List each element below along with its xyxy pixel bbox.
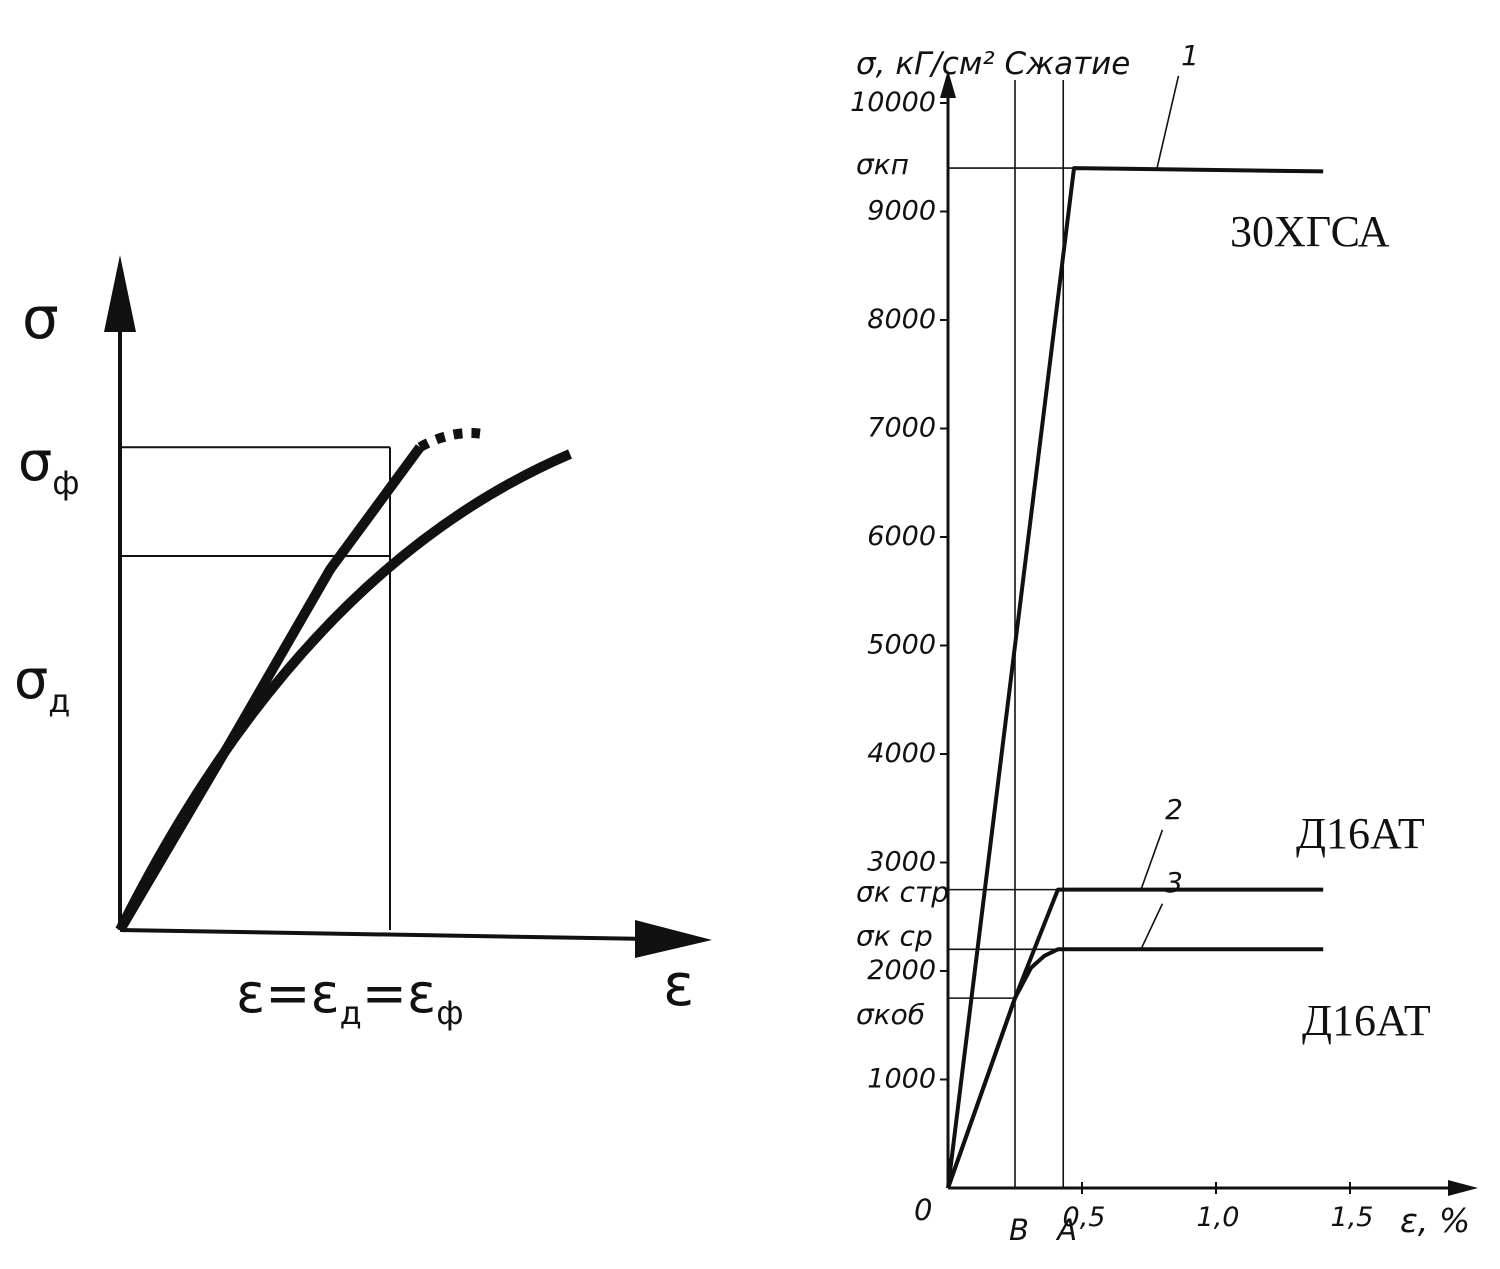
- material-label: 30ХГСА: [1230, 207, 1390, 256]
- callout-leader: [1140, 829, 1164, 890]
- sigma-f-label: σф: [18, 430, 80, 502]
- y-tick-label: 8000: [867, 304, 936, 335]
- left-x-axis: [119, 928, 651, 941]
- eq-1: =: [265, 962, 310, 1025]
- y-tick-label: 5000: [867, 630, 936, 661]
- marker-label: A: [1055, 1213, 1077, 1247]
- marker-label: B: [1009, 1213, 1029, 1247]
- right-y-axis-arrow: [940, 70, 956, 98]
- eq-2: =: [362, 962, 407, 1025]
- right-series-group: [946, 166, 1324, 1189]
- eps-d-main: ε: [310, 962, 339, 1025]
- eps-main: ε: [236, 962, 265, 1025]
- eps-f-main: ε: [407, 962, 436, 1025]
- x-tick-label: 1,0: [1197, 1202, 1240, 1233]
- compression-diagram: σ, кГ/см² Сжатие ε, % 0 1000 2000 3000 4000…: [850, 39, 1478, 1247]
- left-x-axis-arrow: [635, 920, 712, 958]
- left-y-axis-symbol: σ: [22, 284, 59, 352]
- callout-leader: [1140, 903, 1164, 950]
- sigma-d-sub: д: [48, 682, 70, 720]
- stress-level-label: σк стр: [856, 876, 949, 909]
- eps-d-sub: д: [340, 994, 362, 1032]
- y-tick-label: 1000: [867, 1064, 936, 1095]
- left-x-axis-symbol: ε: [663, 951, 694, 1019]
- y-tick-label: 10000: [850, 87, 936, 118]
- y-tick-label: 9000: [867, 196, 936, 227]
- sigma-f-main: σ: [18, 430, 52, 493]
- material-label: Д16АТ: [1296, 809, 1425, 858]
- material-label: Д16АТ: [1302, 996, 1431, 1045]
- curve-number-label: 3: [1165, 866, 1183, 899]
- callout-leader: [1156, 75, 1180, 169]
- curve-number-label: 1: [1181, 39, 1199, 72]
- sigma-d-label: σд: [14, 648, 70, 720]
- x-tick-group: 0,5 1,0 1,5: [1063, 1182, 1374, 1233]
- stress-level-group: σкп σк стр σк ср σкоб: [856, 148, 1074, 1031]
- curve-3: [946, 947, 1324, 1189]
- curve-2: [946, 887, 1324, 1189]
- right-x-axis-title: ε, %: [1400, 1201, 1470, 1240]
- left-y-axis-arrow: [104, 255, 136, 332]
- y-tick-label: 7000: [867, 413, 936, 444]
- qualitative-chart: σ ε σф σд ε=εд=εф: [14, 255, 712, 1032]
- left-series-group: [115, 428, 572, 933]
- right-x-axis-arrow: [1448, 1180, 1478, 1196]
- stress-level-label: σк ср: [856, 919, 933, 952]
- y-tick-label: 6000: [867, 521, 936, 552]
- left-series-2: [115, 449, 572, 933]
- y-tick-label: 2000: [867, 955, 936, 986]
- right-origin-label: 0: [914, 1193, 932, 1227]
- strain-equality-label: ε=εд=εф: [236, 962, 464, 1032]
- y-tick-label: 3000: [867, 847, 936, 878]
- x-tick-label: 1,5: [1331, 1202, 1374, 1233]
- curve-callout-group: 1 30ХГСА 2 Д16АТ 3 Д16АТ: [1140, 39, 1431, 1045]
- left-series-1-dotted: [417, 428, 481, 452]
- stress-level-label: σкп: [856, 148, 909, 181]
- y-tick-label: 4000: [867, 738, 936, 769]
- curve-number-label: 2: [1165, 793, 1183, 826]
- x-tick-label: 0,5: [1063, 1202, 1106, 1233]
- eps-f-sub: ф: [436, 994, 463, 1032]
- right-y-axis-title: σ, кГ/см² Сжатие: [856, 46, 1130, 82]
- sigma-f-sub: ф: [52, 464, 79, 502]
- sigma-d-main: σ: [14, 648, 48, 711]
- curve-1: [946, 166, 1324, 1189]
- stress-level-label: σкоб: [856, 998, 925, 1031]
- y-tick-group: 1000 2000 3000 4000 5000 6000 7000 8000 9000 1000…: [850, 87, 948, 1095]
